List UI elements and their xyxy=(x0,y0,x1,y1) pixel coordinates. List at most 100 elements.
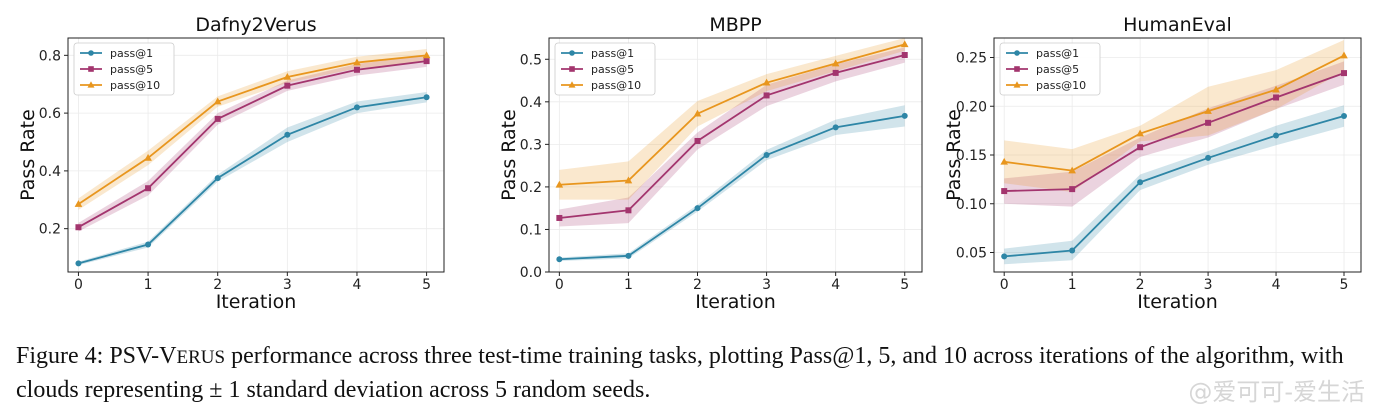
point-pass@10 xyxy=(1272,85,1280,93)
x-tick-label: 0 xyxy=(555,277,564,293)
series-line-pass@10 xyxy=(1004,54,1345,172)
std-band-pass@5 xyxy=(1004,61,1345,207)
chart-panel-mbpp: 0 1 2 3 4 5 0.0 0.1 0.2 0.3 0.4 0.5 MBPP Iteration Pas… xyxy=(498,14,923,313)
y-tick-label: 0.15 xyxy=(956,148,987,164)
legend-marker-pass@10 xyxy=(87,81,95,88)
point-pass@1 xyxy=(625,252,632,259)
point-pass@10 xyxy=(624,176,633,184)
legend-label-pass@5: pass@5 xyxy=(110,63,153,76)
point-pass@10 xyxy=(555,180,564,188)
series-line-pass@10 xyxy=(77,54,427,205)
x-tick-label: 5 xyxy=(900,277,909,293)
point-pass@1 xyxy=(75,260,82,267)
point-pass@1 xyxy=(763,152,770,158)
x-tick-label: 2 xyxy=(213,277,222,293)
legend-label-pass@10: pass@10 xyxy=(591,79,641,92)
point-pass@5 xyxy=(423,58,430,65)
point-pass@5 xyxy=(75,224,82,231)
y-tick-label: 0.2 xyxy=(520,180,542,196)
point-pass@5 xyxy=(694,137,701,144)
legend-box xyxy=(73,42,175,96)
point-pass@1 xyxy=(423,94,430,101)
legend-label-pass@10: pass@10 xyxy=(110,79,160,92)
caption-prefix: Figure 4: PSV-V xyxy=(16,343,177,369)
y-tick-label: 0.0 xyxy=(520,265,542,281)
point-pass@5 xyxy=(1137,144,1144,151)
std-band-pass@10 xyxy=(559,38,905,200)
legend-box xyxy=(554,42,656,96)
point-pass@1 xyxy=(901,112,908,119)
point-pass@10 xyxy=(1136,129,1144,137)
point-pass@5 xyxy=(353,66,360,73)
y-axis-label: Pass Rate xyxy=(943,109,965,201)
series-line-pass@1 xyxy=(559,114,905,261)
point-pass@1 xyxy=(1001,253,1008,260)
point-pass@5 xyxy=(1273,94,1280,101)
point-pass@1 xyxy=(145,241,152,248)
y-axis-label: Pass Rate xyxy=(498,109,520,201)
point-pass@10 xyxy=(900,40,909,48)
point-pass@1 xyxy=(353,104,360,111)
legend: pass@1 pass@5 pass@10 xyxy=(73,42,175,96)
caption-smallcaps: ERUS xyxy=(176,347,226,368)
point-pass@10 xyxy=(353,58,361,66)
y-tick-label: 0.3 xyxy=(520,137,542,153)
x-tick-label: 4 xyxy=(831,277,840,293)
legend-label-pass@1: pass@1 xyxy=(110,47,153,60)
x-tick-label: 2 xyxy=(1136,277,1145,293)
point-pass@10 xyxy=(1340,51,1348,59)
point-pass@1 xyxy=(214,175,221,182)
point-pass@5 xyxy=(284,82,291,89)
y-tick-label: 0.20 xyxy=(956,99,987,115)
x-axis-label: Iteration xyxy=(1137,291,1218,313)
point-pass@1 xyxy=(556,256,563,263)
point-pass@1 xyxy=(1273,132,1280,139)
point-pass@5 xyxy=(214,115,221,122)
legend-label-pass@10: pass@10 xyxy=(1036,79,1086,92)
y-tick-label: 0.10 xyxy=(956,197,987,213)
point-pass@10 xyxy=(213,97,222,105)
std-band-pass@1 xyxy=(1004,105,1345,265)
point-pass@5 xyxy=(556,214,563,221)
legend-marker-pass@1 xyxy=(1014,50,1020,56)
legend-marker-pass@5 xyxy=(1014,66,1020,72)
x-tick-label: 5 xyxy=(422,277,431,293)
figure-caption: Figure 4: PSV-VERUS performance across t… xyxy=(16,340,1371,407)
point-pass@10 xyxy=(693,109,702,117)
point-pass@10 xyxy=(1000,157,1008,165)
point-pass@1 xyxy=(832,124,839,131)
point-pass@1 xyxy=(1205,154,1212,161)
legend: pass@1 pass@5 pass@10 xyxy=(554,42,656,96)
y-tick-label: 0.4 xyxy=(520,95,542,111)
chart-title: MBPP xyxy=(709,14,761,36)
chart-title: HumanEval xyxy=(1123,14,1232,36)
series-line-pass@1 xyxy=(1004,115,1345,258)
point-pass@1 xyxy=(1137,179,1144,186)
series-line-pass@5 xyxy=(78,60,427,229)
x-tick-label: 1 xyxy=(624,277,633,293)
legend: pass@1 pass@5 pass@10 xyxy=(999,42,1101,96)
legend-label-pass@1: pass@1 xyxy=(1036,47,1079,60)
point-pass@1 xyxy=(694,205,701,212)
plot-frame xyxy=(548,37,923,273)
std-band-pass@5 xyxy=(559,47,905,227)
x-tick-label: 1 xyxy=(1068,277,1077,293)
legend-marker-pass@5 xyxy=(569,66,575,72)
std-band-pass@1 xyxy=(78,92,427,266)
point-pass@5 xyxy=(1341,70,1348,77)
x-tick-label: 4 xyxy=(353,277,362,293)
x-tick-label: 2 xyxy=(693,277,702,293)
std-band-pass@1 xyxy=(559,105,905,261)
y-tick-label: 0.2 xyxy=(39,222,61,238)
legend-label-pass@5: pass@5 xyxy=(591,63,634,76)
caption-rest: performance across three test-time train… xyxy=(16,343,1344,403)
chart-panel-humaneval: 0 1 2 3 4 5 0.05 0.10 0.15 0.20 0.25 HumanEval Itera… xyxy=(943,14,1362,313)
x-tick-label: 0 xyxy=(74,277,83,293)
point-pass@10 xyxy=(1204,107,1212,114)
point-pass@1 xyxy=(1069,247,1076,254)
point-pass@5 xyxy=(901,52,908,59)
point-pass@1 xyxy=(284,131,291,138)
legend-box xyxy=(999,42,1101,96)
y-tick-label: 0.6 xyxy=(39,106,61,122)
legend-label-pass@1: pass@1 xyxy=(591,47,634,60)
